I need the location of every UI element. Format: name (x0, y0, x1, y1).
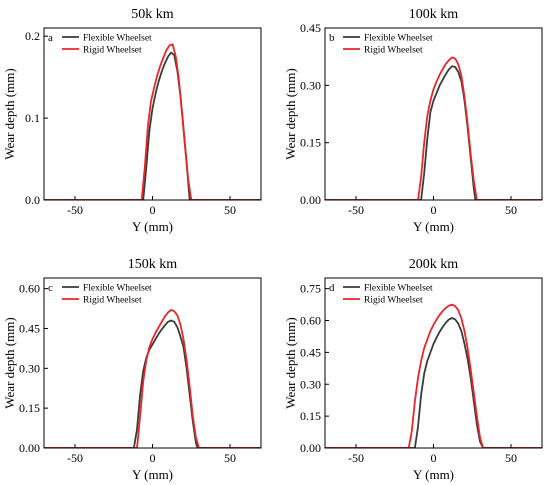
chart-panel-b: 100k km -50 0 50 0.00 0.15 0.30 0.45 Y (mm) Wear … (283, 7, 543, 234)
series-line-flexible-wheelset (44, 51, 261, 200)
legend-label: Rigid Wheelset (364, 46, 423, 56)
series-line-rigid-wheelset (44, 43, 261, 200)
series-line-rigid-wheelset (44, 309, 261, 448)
x-tick-label: 0 (150, 451, 156, 465)
plot-frame (43, 277, 262, 449)
x-axis-label: Y (mm) (132, 467, 173, 482)
y-axis-label: Wear depth (mm) (283, 68, 298, 159)
x-tick-label: 0 (431, 203, 437, 217)
panel-letter: c (48, 282, 53, 294)
y-tick-label: 0.30 (300, 78, 321, 92)
chart-panel-a: 50k km -50 0 50 0.0 0.1 0.2 Y (mm) Wear depth (m… (2, 7, 262, 234)
legend-label: Rigid Wheelset (364, 296, 423, 306)
chart-title: 200k km (409, 257, 459, 272)
series-line-flexible-wheelset (325, 65, 542, 200)
y-tick-label: 0.15 (300, 136, 321, 150)
x-tick-label: 50 (505, 451, 517, 465)
legend-label: Flexible Wheelset (83, 284, 152, 294)
y-tick-label: 0.15 (300, 409, 321, 423)
legend-label: Flexible Wheelset (364, 284, 433, 294)
panel-letter: d (329, 282, 335, 294)
chart-title: 150k km (128, 257, 178, 272)
y-axis-label: Wear depth (mm) (2, 317, 17, 408)
y-tick-label: 0.00 (300, 441, 321, 455)
y-tick-label: 0.45 (300, 345, 321, 359)
panel-letter: a (48, 32, 53, 44)
y-tick-label: 0.75 (300, 282, 321, 296)
x-tick-label: -50 (67, 451, 83, 465)
x-tick-label: -50 (348, 451, 364, 465)
legend-label: Rigid Wheelset (83, 46, 142, 56)
x-tick-label: 50 (224, 203, 236, 217)
y-tick-label: 0.1 (25, 111, 40, 125)
x-tick-label: 0 (431, 451, 437, 465)
plot-frame (324, 277, 543, 449)
y-tick-label: 0.30 (300, 377, 321, 391)
x-axis-label: Y (mm) (132, 219, 173, 234)
x-tick-label: 50 (224, 451, 236, 465)
y-tick-label: 0.60 (19, 282, 40, 296)
y-tick-label: 0.45 (300, 21, 321, 35)
x-tick-label: -50 (348, 203, 364, 217)
chart-title: 50k km (131, 7, 174, 22)
y-tick-label: 0.30 (19, 361, 40, 375)
chart-panel-d: 200k km -50 0 50 0.00 0.15 0.30 0.45 0.60 0.75 Y (… (283, 257, 543, 482)
series-line-rigid-wheelset (325, 303, 542, 448)
plot-frame (324, 27, 543, 201)
y-tick-label: 0.00 (300, 193, 321, 207)
y-tick-label: 0.60 (300, 314, 321, 328)
chart-panel-c: 150k km -50 0 50 0.00 0.15 0.30 0.45 0.60 Y (mm) W… (2, 257, 262, 482)
y-tick-label: 0.00 (19, 441, 40, 455)
y-tick-label: 0.2 (25, 29, 40, 43)
x-axis-label: Y (mm) (413, 219, 454, 234)
legend-label: Rigid Wheelset (83, 296, 142, 306)
y-tick-label: 0.45 (19, 321, 40, 335)
y-tick-label: 0.0 (25, 193, 40, 207)
y-axis-label: Wear depth (mm) (2, 68, 17, 159)
panel-letter: b (329, 32, 335, 44)
x-tick-label: -50 (67, 203, 83, 217)
x-tick-label: 0 (150, 203, 156, 217)
x-axis-label: Y (mm) (413, 467, 454, 482)
series-line-flexible-wheelset (325, 317, 542, 448)
x-tick-label: 50 (505, 203, 517, 217)
chart-title: 100k km (409, 7, 459, 22)
y-tick-label: 0.15 (19, 401, 40, 415)
y-axis-label: Wear depth (mm) (283, 317, 298, 408)
series-line-rigid-wheelset (325, 56, 542, 200)
legend-label: Flexible Wheelset (83, 34, 152, 44)
legend-label: Flexible Wheelset (364, 34, 433, 44)
